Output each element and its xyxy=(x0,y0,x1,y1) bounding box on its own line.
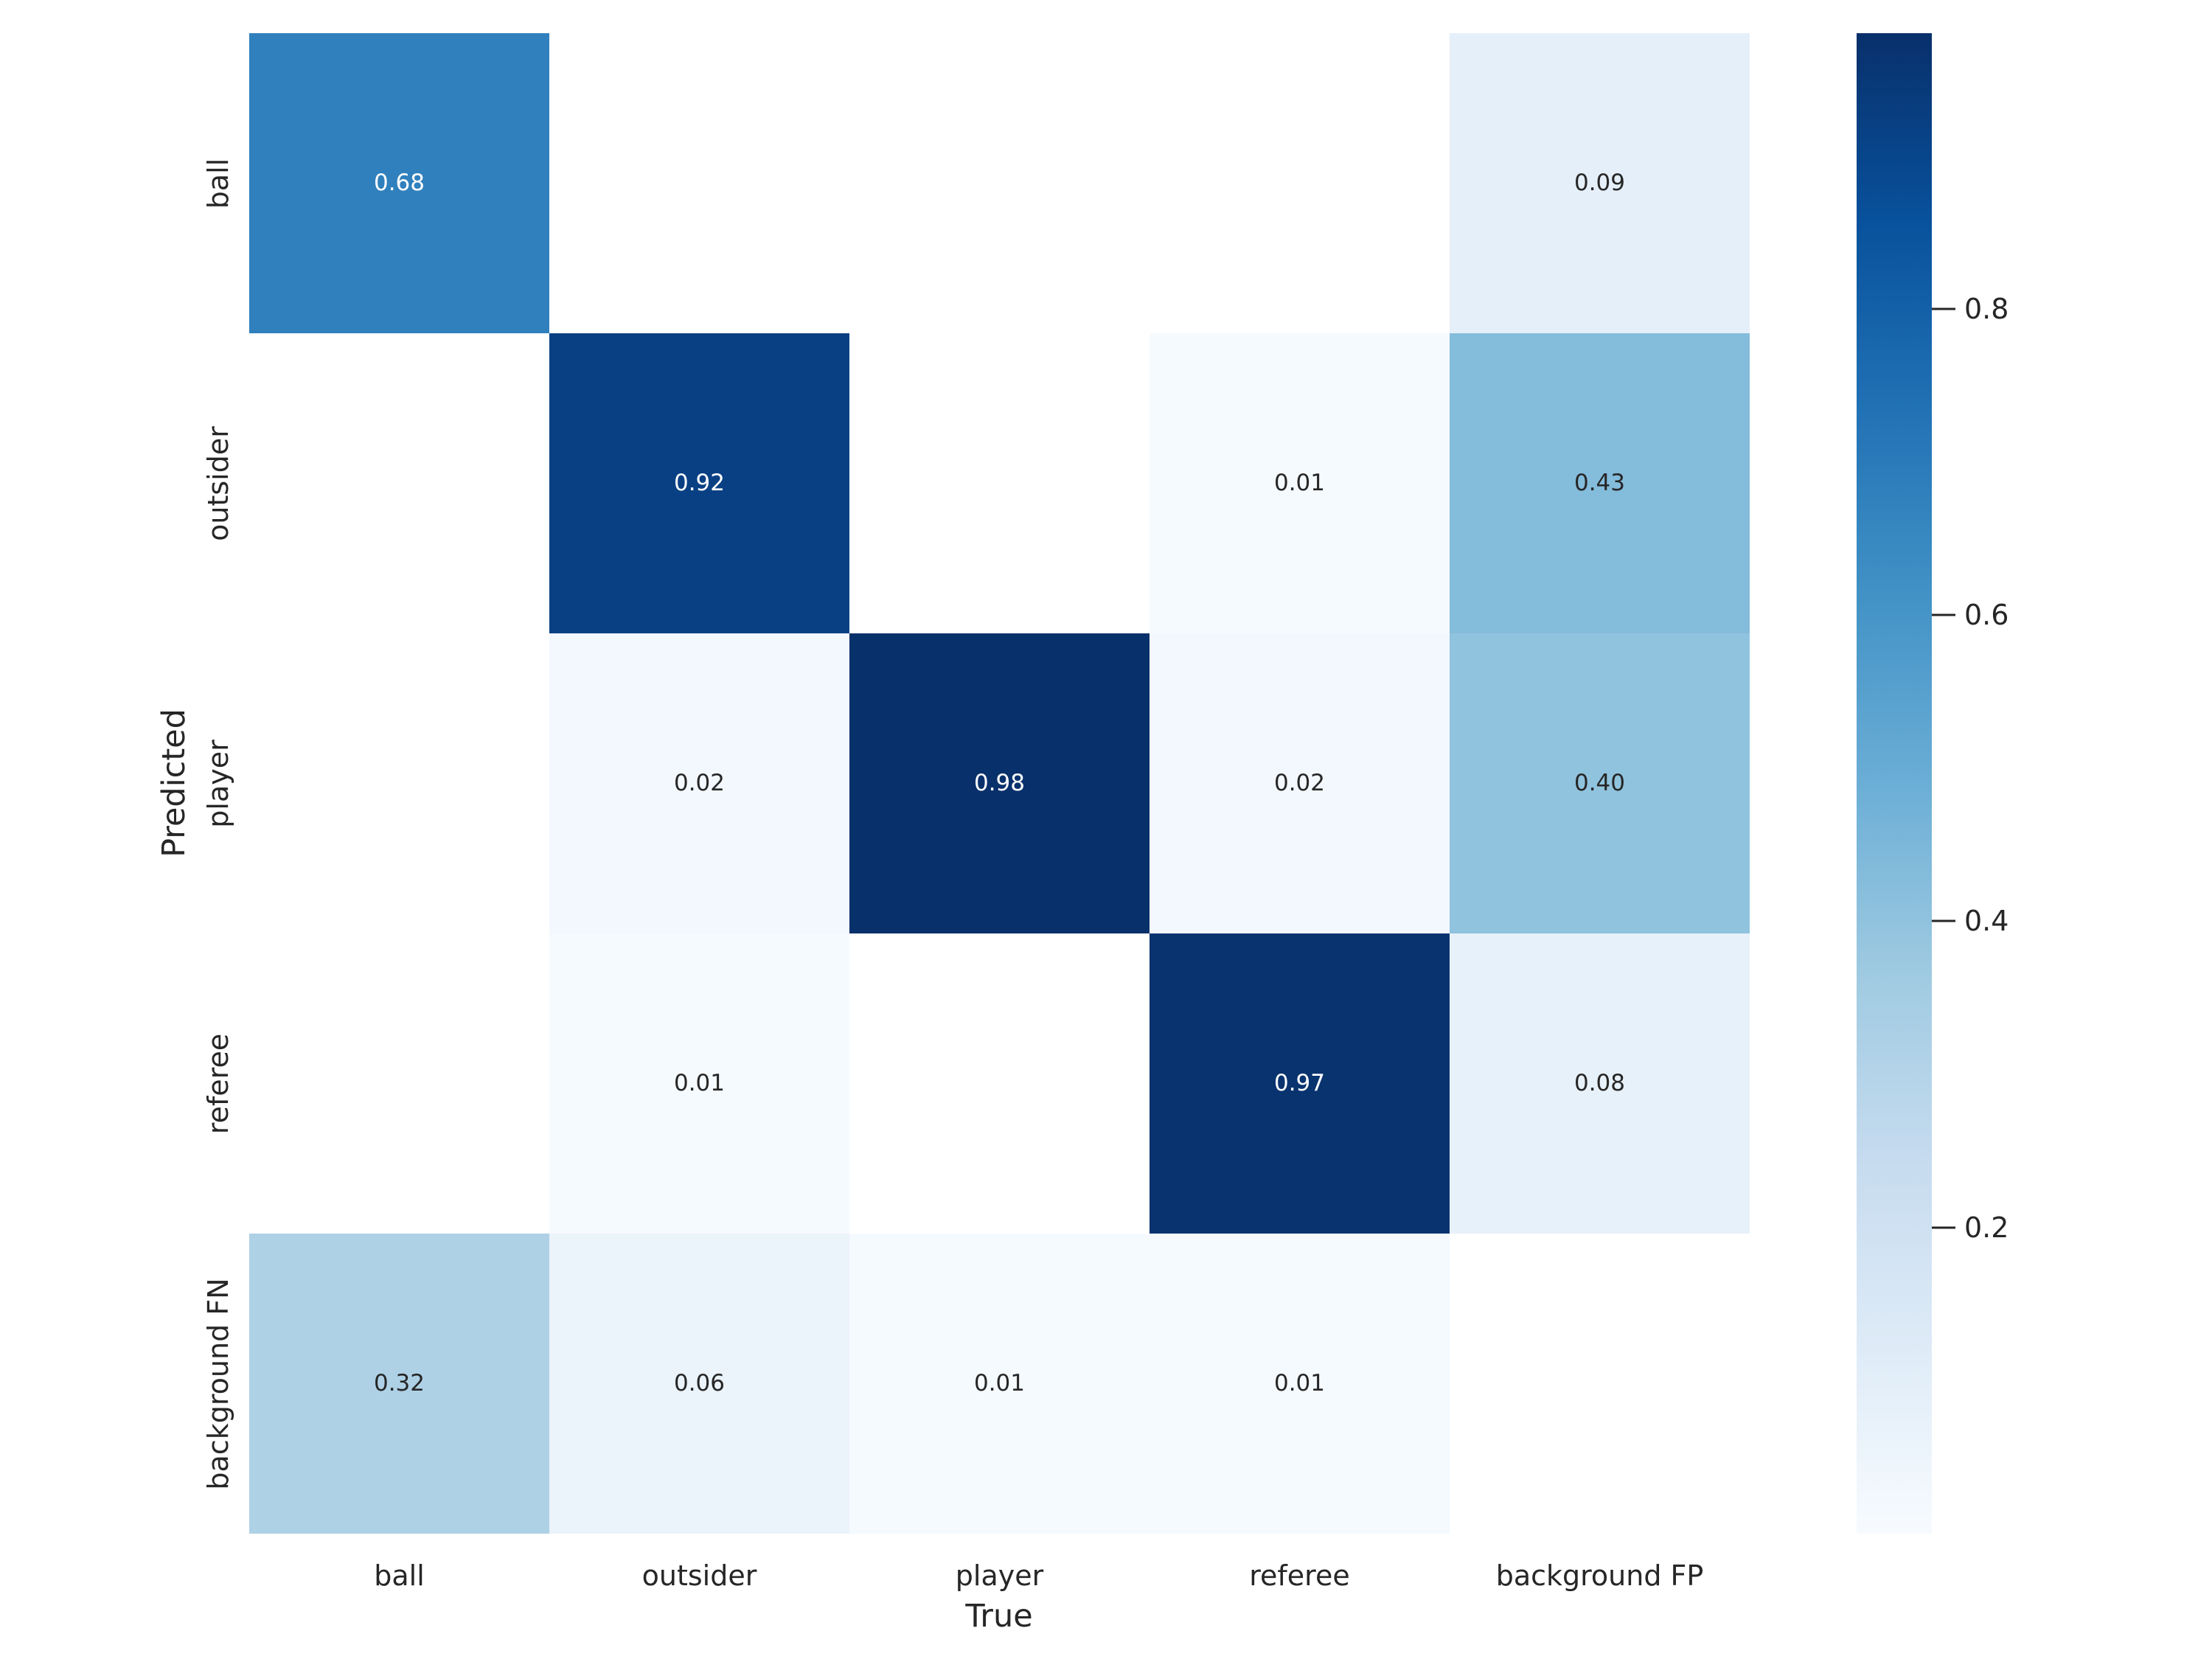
x-tick-label-referee: referee xyxy=(1249,1559,1350,1592)
heatmap-cell: 0.92 xyxy=(549,333,849,633)
heatmap-cell: 0.06 xyxy=(549,1234,849,1534)
cell-value: 0.02 xyxy=(673,770,726,796)
heatmap-cell: 0.40 xyxy=(1450,633,1750,933)
heatmap-cell: 0.43 xyxy=(1450,333,1750,633)
x-tick-label-ball: ball xyxy=(374,1559,425,1592)
cell-value: 0.01 xyxy=(673,1070,726,1096)
colorbar-tick-mark xyxy=(1932,919,1955,922)
y-tick-label-player: player xyxy=(202,739,234,828)
cell-value: 0.92 xyxy=(673,470,726,496)
heatmap-cell: 0.08 xyxy=(1450,933,1750,1234)
heatmap-cell xyxy=(249,333,549,633)
cell-value: 0.09 xyxy=(1573,170,1626,196)
colorbar-tick-mark xyxy=(1932,307,1955,310)
x-tick-label-player: player xyxy=(955,1559,1044,1592)
cell-value: 0.08 xyxy=(1573,1070,1626,1096)
heatmap-cell xyxy=(549,33,849,333)
heatmap-cell: 0.01 xyxy=(1150,333,1450,633)
cell-value: 0.02 xyxy=(1273,770,1326,796)
heatmap-cell xyxy=(249,933,549,1234)
x-tick-label-outsider: outsider xyxy=(641,1559,757,1592)
heatmap-cell xyxy=(849,33,1150,333)
heatmap-cell: 0.02 xyxy=(1150,633,1450,933)
cell-value: 0.06 xyxy=(673,1370,726,1397)
colorbar-tick-label: 0.2 xyxy=(1964,1211,2009,1244)
cell-value: 0.68 xyxy=(373,170,425,196)
y-tick-label-ball: ball xyxy=(202,158,234,209)
heatmap-cell: 0.32 xyxy=(249,1234,549,1534)
colorbar-tick-mark xyxy=(1932,613,1955,616)
colorbar-tick-label: 0.4 xyxy=(1964,905,2009,938)
heatmap-cell: 0.02 xyxy=(549,633,849,933)
heatmap-cell xyxy=(1450,1234,1750,1534)
y-tick-label-outsider: outsider xyxy=(202,425,234,541)
heatmap-cell: 0.98 xyxy=(849,633,1150,933)
y-tick-label-referee: referee xyxy=(202,1033,234,1134)
cell-value: 0.01 xyxy=(1273,470,1326,496)
heatmap-cell xyxy=(249,633,549,933)
y-axis-label: Predicted xyxy=(156,709,192,858)
heatmap-cell: 0.68 xyxy=(249,33,549,333)
colorbar-tick-mark xyxy=(1932,1226,1955,1229)
heatmap-cell: 0.09 xyxy=(1450,33,1750,333)
heatmap-cell xyxy=(849,333,1150,633)
heatmap-cell: 0.97 xyxy=(1150,933,1450,1234)
cell-value: 0.40 xyxy=(1573,770,1626,796)
heatmap-cell: 0.01 xyxy=(549,933,849,1234)
x-tick-label-background-fp: background FP xyxy=(1495,1559,1704,1592)
heatmap-cell xyxy=(1150,33,1450,333)
colorbar-tick-label: 0.6 xyxy=(1964,599,2009,632)
cell-value: 0.97 xyxy=(1273,1070,1326,1096)
cell-value: 0.01 xyxy=(1273,1370,1326,1397)
confusion-matrix-heatmap: 0.68 0.09 0.92 0.01 0.43 0.02 0.98 0.02 0.40 0.01… xyxy=(249,33,1750,1534)
cell-value: 0.43 xyxy=(1573,470,1626,496)
colorbar-tick-label: 0.8 xyxy=(1964,292,2009,325)
heatmap-cell xyxy=(849,933,1150,1234)
heatmap-cell: 0.01 xyxy=(1150,1234,1450,1534)
cell-value: 0.98 xyxy=(973,770,1026,796)
cell-value: 0.01 xyxy=(973,1370,1026,1397)
y-tick-label-background-fn: background FN xyxy=(202,1277,234,1490)
colorbar-gradient xyxy=(1857,33,1932,1534)
x-axis-label: True xyxy=(965,1598,1033,1635)
cell-value: 0.32 xyxy=(373,1370,425,1397)
heatmap-cell: 0.01 xyxy=(849,1234,1150,1534)
